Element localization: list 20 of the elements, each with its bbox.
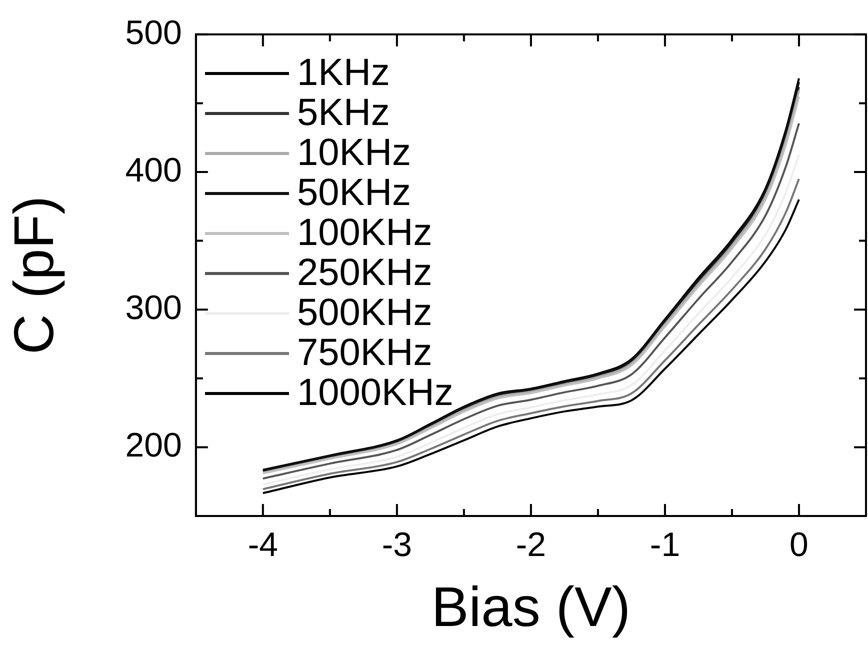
legend-label: 5KHz bbox=[297, 92, 390, 134]
y-tick-label: 200 bbox=[125, 426, 182, 465]
x-tick-label: -2 bbox=[516, 526, 546, 564]
y-tick-label: 400 bbox=[125, 151, 182, 190]
x-axis-title: Bias (V) bbox=[431, 574, 631, 638]
x-tick-label: -3 bbox=[382, 526, 412, 564]
x-tick-label: -1 bbox=[650, 526, 680, 564]
legend-label: 10KHz bbox=[297, 132, 412, 174]
y-tick-label: 300 bbox=[125, 288, 182, 327]
legend-label: 750KHz bbox=[297, 332, 432, 374]
x-tick-label: -4 bbox=[248, 526, 278, 564]
legend-label: 100KHz bbox=[297, 212, 432, 254]
x-tick-label: 0 bbox=[790, 526, 808, 564]
y-axis-title: C (pF) bbox=[2, 196, 66, 355]
legend-label: 50KHz bbox=[297, 172, 412, 214]
legend-label: 250KHz bbox=[297, 252, 432, 294]
legend-label: 1KHz bbox=[297, 52, 390, 94]
legend-label: 500KHz bbox=[297, 292, 432, 334]
legend-label: 1000KHz bbox=[297, 372, 454, 414]
y-tick-label: 500 bbox=[125, 14, 182, 52]
